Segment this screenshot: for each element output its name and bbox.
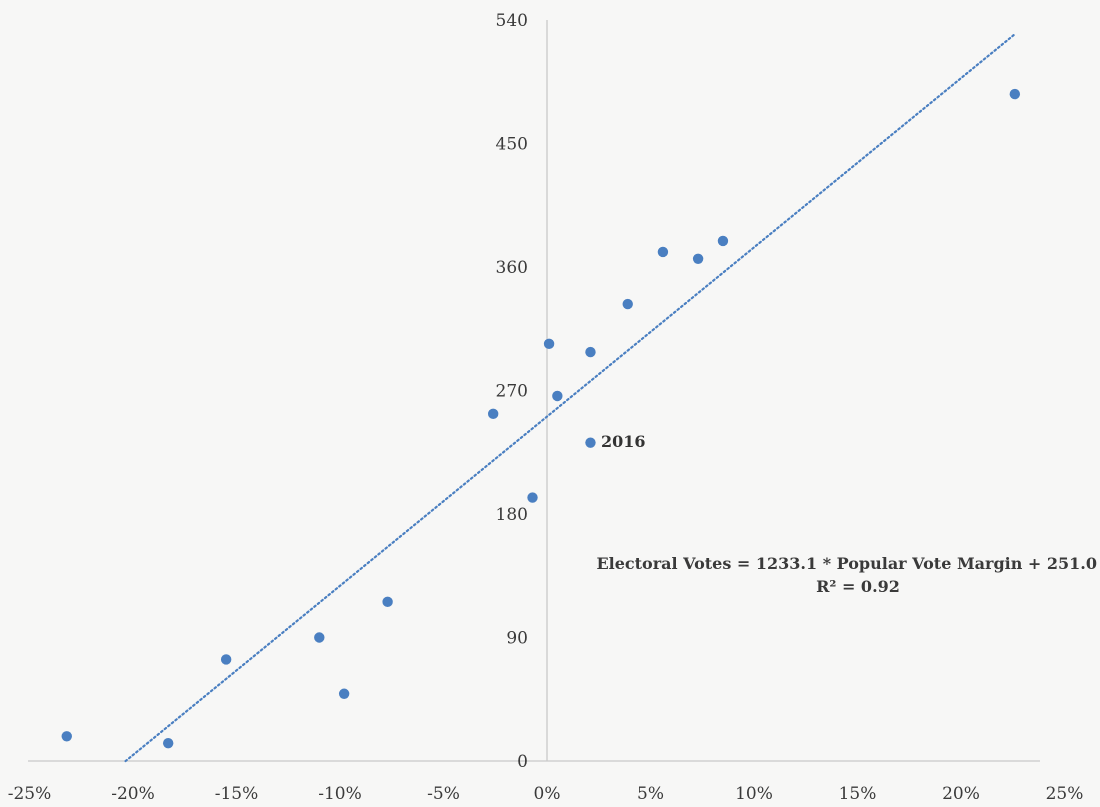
data-point: [552, 390, 563, 402]
data-point: [717, 235, 729, 247]
x-tick-label: -25%: [8, 784, 52, 804]
data-point: [382, 596, 393, 608]
x-tick-label: 20%: [942, 784, 980, 804]
x-tick-label: -15%: [215, 784, 259, 804]
x-tick-label: 5%: [637, 784, 664, 804]
data-point: [657, 246, 669, 258]
regression-equation: Electoral Votes = 1233.1 * Popular Vote …: [596, 554, 1097, 573]
data-point: [338, 688, 350, 699]
data-point: [61, 731, 72, 742]
y-tick-label: 90: [506, 629, 528, 649]
data-point: [220, 654, 232, 665]
y-tick-label: 270: [496, 382, 528, 402]
y-tick-labels: 0 90 180 270 360 450 540: [496, 11, 528, 772]
data-point: [543, 338, 555, 350]
data-point: [487, 408, 499, 420]
data-points: [61, 88, 1021, 749]
y-tick-label: 360: [496, 258, 528, 278]
trendline: [124, 33, 1016, 763]
x-tick-label: -20%: [111, 784, 155, 804]
data-point: [1009, 88, 1021, 100]
x-tick-label: -10%: [318, 784, 362, 804]
y-tick-label: 180: [496, 505, 528, 525]
y-tick-label: 450: [496, 135, 528, 155]
trendline-path: [124, 33, 1016, 763]
data-point: [585, 346, 596, 358]
x-tick-label: 25%: [1046, 784, 1084, 804]
y-tick-label: 540: [496, 11, 528, 31]
data-point: [692, 253, 704, 264]
point-label-2016: 2016: [601, 432, 646, 451]
r-squared-label: R² = 0.92: [816, 577, 900, 596]
x-tick-label: 0%: [534, 784, 561, 804]
data-point: [527, 492, 538, 503]
data-point-2016: [585, 437, 596, 448]
axes: [28, 20, 1040, 762]
y-tick-label: 0: [517, 752, 528, 772]
x-tick-label: 10%: [735, 784, 773, 804]
x-tick-labels: -25% -20% -15% -10% -5% 0% 5% 10% 15% 20% 25%: [8, 784, 1084, 804]
x-tick-label: 15%: [839, 784, 877, 804]
data-point: [314, 632, 325, 643]
x-tick-label: -5%: [427, 784, 460, 804]
data-point: [162, 737, 174, 749]
data-point: [622, 298, 633, 310]
